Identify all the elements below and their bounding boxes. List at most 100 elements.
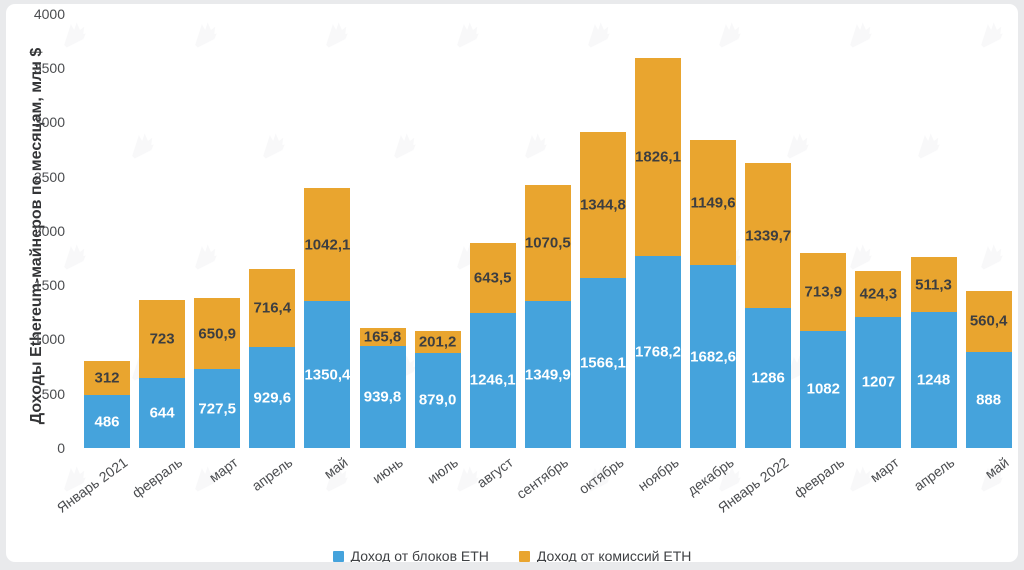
bar-value-label-fees: 716,4 xyxy=(253,299,292,317)
legend-swatch-fees-icon xyxy=(518,550,530,562)
bar-group: 1339,7 1286 xyxy=(745,162,792,448)
bar-segment-fees: 716,4 xyxy=(249,269,296,348)
bar-value-label-fees: 1339,7 xyxy=(745,227,792,245)
bar-value-label-blocks: 1349,9 xyxy=(524,366,571,384)
bar-segment-fees: 1070,5 xyxy=(524,185,571,302)
bar-value-label-blocks: 879,0 xyxy=(418,391,457,409)
bar-value-label-fees: 1070,5 xyxy=(524,234,571,252)
bar-value-label-blocks: 929,6 xyxy=(253,389,292,407)
legend-label-fees: Доход от комиссий ETH xyxy=(536,548,692,562)
bar-segment-fees: 1339,7 xyxy=(745,162,792,309)
y-tick-label: 1000 xyxy=(33,331,65,348)
bar-value-label-fees: 1344,8 xyxy=(579,196,626,214)
bar-value-label-blocks: 727,5 xyxy=(198,400,236,417)
bar-group: 650,9 727,5 xyxy=(194,298,241,448)
bar-segment-blocks: 1248 xyxy=(910,312,957,448)
bar-group: 312 486 xyxy=(84,361,130,448)
bar-group: 713,9 1082 xyxy=(800,252,847,448)
bar-group: 1344,8 1566,1 xyxy=(579,131,626,448)
bar-value-label-blocks: 644 xyxy=(149,404,175,422)
y-tick-label: 4000 xyxy=(33,5,65,22)
bar-segment-fees: 201,2 xyxy=(414,330,461,353)
bar-segment-blocks: 1082 xyxy=(800,330,847,448)
bar-segment-blocks: 1207 xyxy=(855,316,902,448)
bar-segment-blocks: 1768,2 xyxy=(635,255,681,448)
bar-value-label-fees: 511,3 xyxy=(915,276,952,294)
bar-segment-blocks: 1286 xyxy=(745,308,792,448)
bar-value-label-blocks: 1286 xyxy=(751,369,785,387)
bar-segment-blocks: 727,5 xyxy=(194,369,241,448)
bar-group: 1149,6 1682,6 xyxy=(690,140,737,448)
bar-value-label-fees: 1149,6 xyxy=(690,194,736,212)
bar-value-label-blocks: 1682,6 xyxy=(690,348,737,366)
bar-group: 1042,1 1350,4 xyxy=(304,188,351,448)
bar-value-label-blocks: 1350,4 xyxy=(304,366,351,384)
bar-segment-fees: 165,8 xyxy=(359,327,406,346)
bar-segment-fees: 312 xyxy=(84,361,130,396)
bar-segment-fees: 1042,1 xyxy=(304,188,351,302)
bar-value-label-fees: 643,5 xyxy=(473,269,512,287)
bar-segment-fees: 1826,1 xyxy=(635,57,681,256)
bar-value-label-blocks: 888 xyxy=(976,391,1002,409)
bar-segment-fees: 1344,8 xyxy=(579,131,626,278)
bar-segment-blocks: 1350,4 xyxy=(304,301,351,448)
bar-value-label-blocks: 939,8 xyxy=(363,388,402,406)
bar-segment-fees: 643,5 xyxy=(469,242,516,313)
bar-segment-blocks: 929,6 xyxy=(249,347,296,448)
y-tick-label: 0 xyxy=(57,440,65,456)
y-axis: 0 500 1000 1500 2000 2500 3000 3500 4000 xyxy=(6,4,1018,562)
bar-value-label-blocks: 1082 xyxy=(806,380,840,398)
legend: Доход от блоков ETH Доход от комиссий ET… xyxy=(6,546,1018,562)
bar-value-label-blocks: 1248 xyxy=(916,371,951,389)
legend-swatch-blocks-icon xyxy=(332,550,344,562)
bar-group: 165,8 939,8 xyxy=(359,327,406,448)
bar-segment-blocks: 644 xyxy=(139,378,186,448)
bar-segment-blocks: 1566,1 xyxy=(579,277,626,448)
bar-segment-blocks: 1682,6 xyxy=(690,265,737,448)
bar-group: 1826,1 1768,2 xyxy=(635,57,681,448)
legend-label-blocks: Доход от блоков ETH xyxy=(350,548,489,562)
bar-segment-fees: 511,3 xyxy=(910,256,957,313)
bar-value-label-fees: 201,2 xyxy=(418,333,457,351)
bar-group: 511,3 1248 xyxy=(910,256,957,448)
bar-segment-fees: 1149,6 xyxy=(690,140,737,266)
bar-group: 716,4 929,6 xyxy=(249,269,296,448)
bar-value-label-blocks: 1768,2 xyxy=(635,343,681,361)
bar-segment-fees: 424,3 xyxy=(855,270,902,317)
bar-segment-blocks: 1349,9 xyxy=(524,301,571,448)
legend-item-blocks: Доход от блоков ETH xyxy=(332,548,489,562)
bar-group: 424,3 1207 xyxy=(855,270,902,448)
bar-value-label-fees: 560,4 xyxy=(969,312,1008,330)
bar-segment-fees: 723 xyxy=(139,299,186,379)
y-tick-label: 2000 xyxy=(33,222,65,239)
legend-item-fees: Доход от комиссий ETH xyxy=(518,548,692,562)
bar-value-label-blocks: 1566,1 xyxy=(579,354,626,372)
bar-group: 643,5 1246,1 xyxy=(469,242,516,448)
bar-segment-blocks: 888 xyxy=(965,351,1012,448)
y-tick-label: 2500 xyxy=(33,168,65,185)
bar-segment-blocks: 1246,1 xyxy=(469,312,516,448)
bar-value-label-fees: 1826,1 xyxy=(635,148,681,166)
bar-group: 560,4 888 xyxy=(965,290,1012,448)
y-tick-label: 3500 xyxy=(33,59,65,76)
bar-value-label-fees: 723 xyxy=(149,330,175,348)
bar-segment-fees: 650,9 xyxy=(194,298,241,369)
bar-segment-fees: 560,4 xyxy=(965,290,1012,352)
bar-segment-blocks: 486 xyxy=(84,395,130,448)
bar-group: 1070,5 1349,9 xyxy=(524,185,571,448)
bar-segment-blocks: 879,0 xyxy=(414,352,461,448)
plot-area: 312 486 723 644 650,9 727,5 716,4 929,6 1042,1 13… xyxy=(6,4,1018,562)
bar-group: 201,2 879,0 xyxy=(414,330,461,448)
bar-group: 723 644 xyxy=(139,299,186,448)
bar-value-label-fees: 1042,1 xyxy=(304,236,351,254)
bar-value-label-fees: 165,8 xyxy=(363,328,402,346)
y-tick-label: 500 xyxy=(41,385,65,402)
bar-value-label-blocks: 1246,1 xyxy=(469,371,516,389)
chart-card: Доходы Ethereum-майнеров по месяцам, млн… xyxy=(6,4,1018,562)
y-tick-label: 1500 xyxy=(33,277,65,294)
bar-value-label-fees: 424,3 xyxy=(859,285,898,303)
bar-value-label-blocks: 1207 xyxy=(861,373,896,391)
bar-value-label-fees: 312 xyxy=(94,369,120,387)
y-tick-label: 3000 xyxy=(33,114,65,131)
bar-value-label-fees: 650,9 xyxy=(198,325,236,343)
